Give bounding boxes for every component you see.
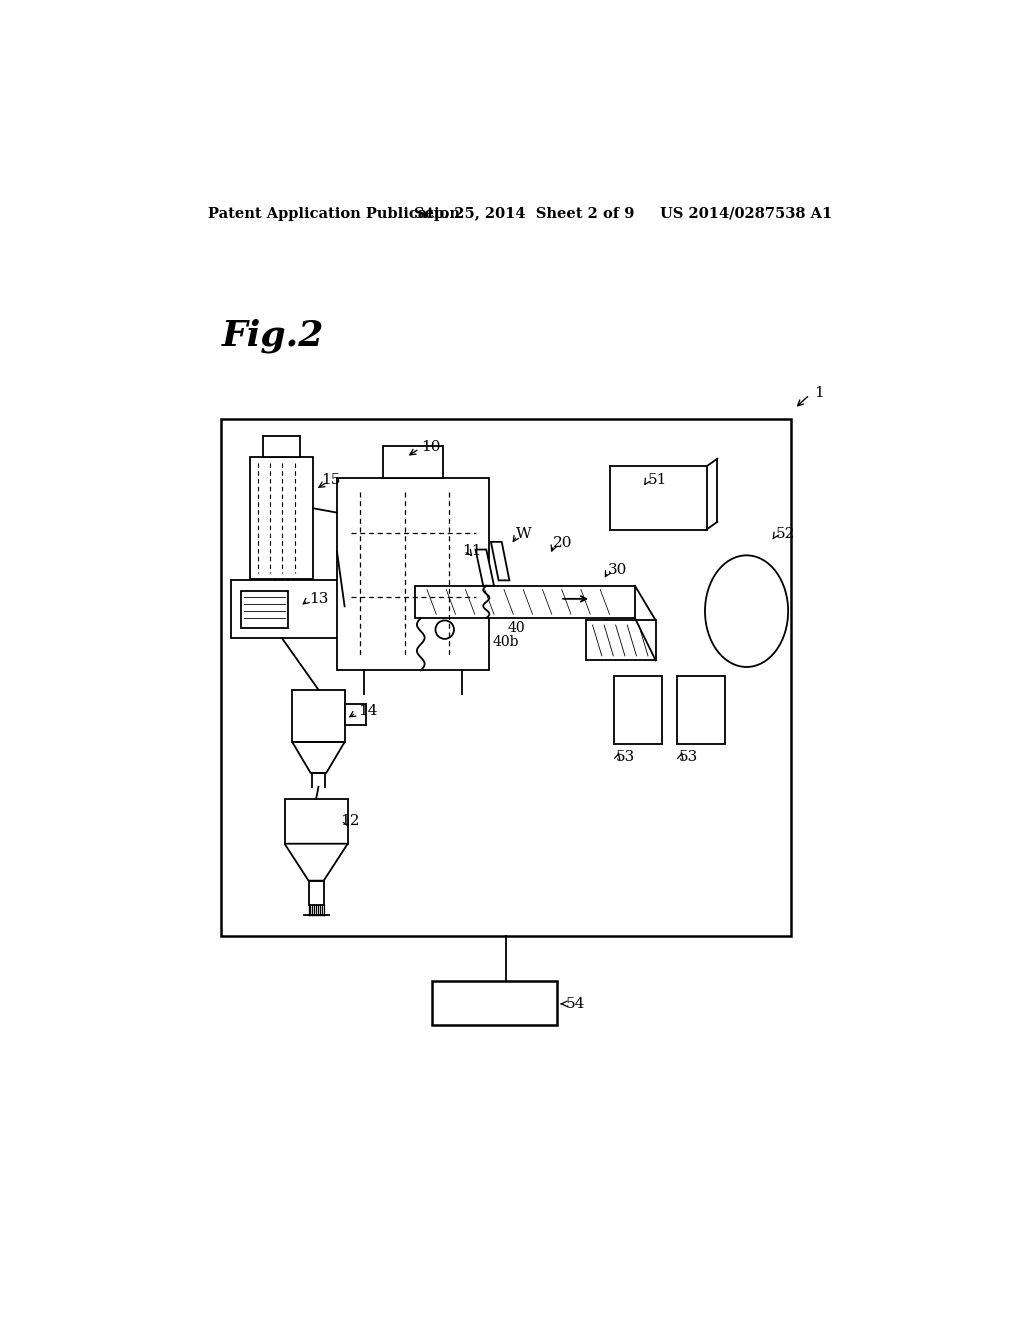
Bar: [383, 446, 443, 478]
Text: 11: 11: [462, 544, 481, 558]
Text: 1: 1: [814, 387, 824, 400]
Ellipse shape: [705, 556, 788, 667]
Text: 12: 12: [340, 813, 359, 828]
Bar: [285, 799, 348, 843]
Bar: [609, 466, 707, 529]
Polygon shape: [475, 549, 494, 586]
Text: 54: 54: [565, 997, 585, 1011]
Text: Patent Application Publication: Patent Application Publication: [208, 207, 460, 220]
Bar: [337, 478, 489, 671]
Text: 40: 40: [508, 622, 525, 635]
Polygon shape: [490, 543, 509, 581]
Bar: [587, 620, 655, 660]
Text: 53: 53: [679, 751, 698, 764]
Bar: [221, 418, 792, 936]
Text: Sep. 25, 2014  Sheet 2 of 9: Sep. 25, 2014 Sheet 2 of 9: [414, 207, 634, 220]
Text: 30: 30: [608, 564, 628, 577]
Text: 51: 51: [648, 474, 668, 487]
Bar: [677, 676, 725, 743]
Bar: [345, 704, 367, 725]
Circle shape: [435, 620, 454, 639]
Text: 14: 14: [358, 705, 378, 718]
Bar: [416, 586, 635, 618]
Bar: [263, 436, 300, 457]
Bar: [250, 457, 313, 578]
Text: 40b: 40b: [493, 635, 519, 649]
Text: 10: 10: [422, 440, 441, 454]
Polygon shape: [285, 843, 348, 880]
Bar: [432, 981, 557, 1026]
Text: 52: 52: [776, 527, 796, 541]
Text: 53: 53: [615, 751, 635, 764]
Text: 15: 15: [322, 474, 341, 487]
Circle shape: [596, 620, 614, 639]
Text: W: W: [515, 527, 531, 541]
Bar: [230, 581, 345, 638]
Bar: [241, 591, 289, 628]
Text: 20: 20: [553, 536, 572, 550]
Bar: [292, 689, 345, 742]
Polygon shape: [292, 742, 345, 774]
Text: Fig.2: Fig.2: [221, 318, 324, 352]
Bar: [614, 676, 662, 743]
Text: 13: 13: [309, 591, 329, 606]
Text: US 2014/0287538 A1: US 2014/0287538 A1: [660, 207, 833, 220]
